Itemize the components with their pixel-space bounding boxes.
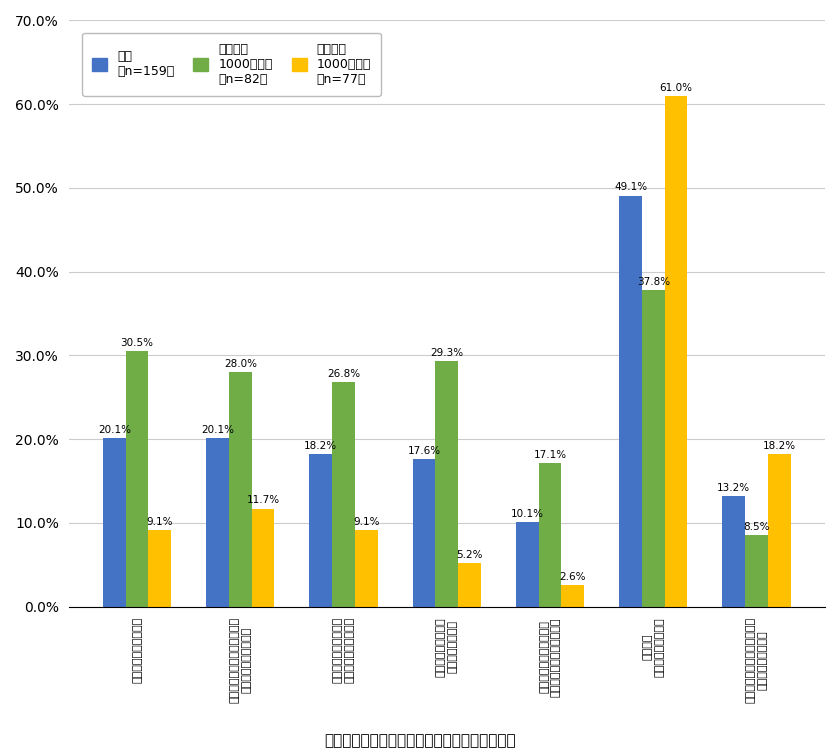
- Text: 図６　気候変動対策・対応の取組みの実施状況: 図６ 気候変動対策・対応の取組みの実施状況: [324, 733, 516, 748]
- Text: 13.2%: 13.2%: [717, 483, 750, 493]
- Text: 11.7%: 11.7%: [246, 495, 280, 505]
- Bar: [412, 460, 435, 606]
- Bar: [435, 361, 458, 606]
- Bar: [642, 290, 664, 606]
- Text: 30.5%: 30.5%: [121, 338, 154, 348]
- Bar: [207, 438, 229, 606]
- Bar: [229, 372, 252, 606]
- Text: 28.0%: 28.0%: [223, 359, 257, 369]
- Text: 9.1%: 9.1%: [146, 517, 173, 527]
- Bar: [768, 454, 790, 606]
- Text: 9.1%: 9.1%: [353, 517, 380, 527]
- Text: 17.1%: 17.1%: [533, 450, 567, 460]
- Text: 8.5%: 8.5%: [743, 522, 769, 532]
- Bar: [103, 438, 126, 606]
- Bar: [149, 531, 171, 606]
- Text: 20.1%: 20.1%: [97, 425, 131, 435]
- Bar: [516, 522, 538, 606]
- Text: 61.0%: 61.0%: [659, 82, 692, 92]
- Text: 37.8%: 37.8%: [637, 277, 669, 287]
- Text: 20.1%: 20.1%: [201, 425, 234, 435]
- Legend: 全体
（n=159）, 従業員数
1000名以上
（n=82）, 従業員数
1000名未満
（n=77）: 全体 （n=159）, 従業員数 1000名以上 （n=82）, 従業員数 10…: [82, 33, 381, 95]
- Bar: [252, 509, 275, 606]
- Bar: [561, 585, 584, 606]
- Text: 18.2%: 18.2%: [304, 441, 338, 451]
- Bar: [619, 196, 642, 606]
- Text: 10.1%: 10.1%: [511, 509, 543, 519]
- Text: 2.6%: 2.6%: [559, 572, 586, 581]
- Bar: [664, 96, 687, 606]
- Bar: [126, 352, 149, 606]
- Bar: [332, 383, 355, 606]
- Text: 5.2%: 5.2%: [456, 550, 483, 559]
- Text: 18.2%: 18.2%: [763, 441, 795, 451]
- Bar: [355, 531, 378, 606]
- Text: 49.1%: 49.1%: [614, 182, 647, 192]
- Bar: [458, 563, 480, 606]
- Text: 26.8%: 26.8%: [327, 369, 360, 379]
- Bar: [722, 496, 745, 606]
- Bar: [538, 463, 561, 606]
- Text: 29.3%: 29.3%: [430, 348, 464, 358]
- Text: 17.6%: 17.6%: [407, 446, 441, 456]
- Bar: [745, 535, 768, 606]
- Bar: [309, 454, 332, 606]
